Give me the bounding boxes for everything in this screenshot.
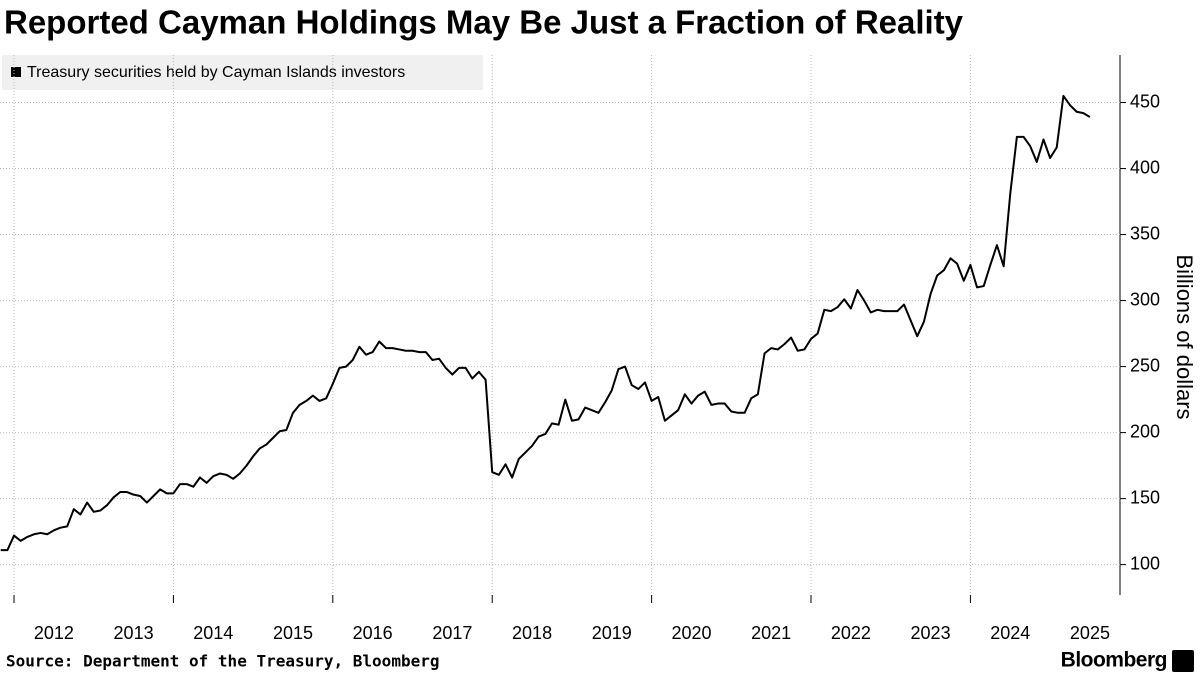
source: Source: Department of the Treasury, Bloo… xyxy=(6,652,439,671)
y-tick-label: 400 xyxy=(1130,157,1160,177)
legend-label: Treasury securities held by Cayman Islan… xyxy=(27,64,405,81)
x-tick-label: 2012 xyxy=(34,623,74,643)
y-tick-label: 450 xyxy=(1130,91,1160,111)
legend-box xyxy=(2,55,483,90)
chart-title: Reported Cayman Holdings May Be Just a F… xyxy=(4,4,964,41)
x-tick-label: 2023 xyxy=(911,623,951,643)
y-tick-label: 350 xyxy=(1130,223,1160,243)
x-tick-label: 2019 xyxy=(592,623,632,643)
x-tick-label: 2015 xyxy=(273,623,313,643)
x-tick-label: 2025 xyxy=(1070,623,1110,643)
y-tick-label: 200 xyxy=(1130,421,1160,441)
y-axis-title: Billions of dollars xyxy=(1172,254,1197,419)
line xyxy=(0,94,1091,552)
legend-swatch xyxy=(11,67,21,77)
brand-icon xyxy=(1172,650,1194,672)
y-tick-label: 250 xyxy=(1130,355,1160,375)
x-tick-label: 2022 xyxy=(831,623,871,643)
x-tick-label: 2021 xyxy=(751,623,791,643)
x-tick-label: 2013 xyxy=(114,623,154,643)
x-tick-label: 2024 xyxy=(990,623,1030,643)
x-tick-label: 2014 xyxy=(193,623,233,643)
y-tick-label: 300 xyxy=(1130,289,1160,309)
x-tick-label: 2016 xyxy=(353,623,393,643)
brand: Bloomberg xyxy=(1061,649,1167,672)
x-tick-label: 2020 xyxy=(671,623,711,643)
y-tick-label: 150 xyxy=(1130,487,1160,507)
y-tick-label: 100 xyxy=(1130,553,1160,573)
x-tick-label: 2017 xyxy=(432,623,472,643)
x-tick-label: 2018 xyxy=(512,623,552,643)
